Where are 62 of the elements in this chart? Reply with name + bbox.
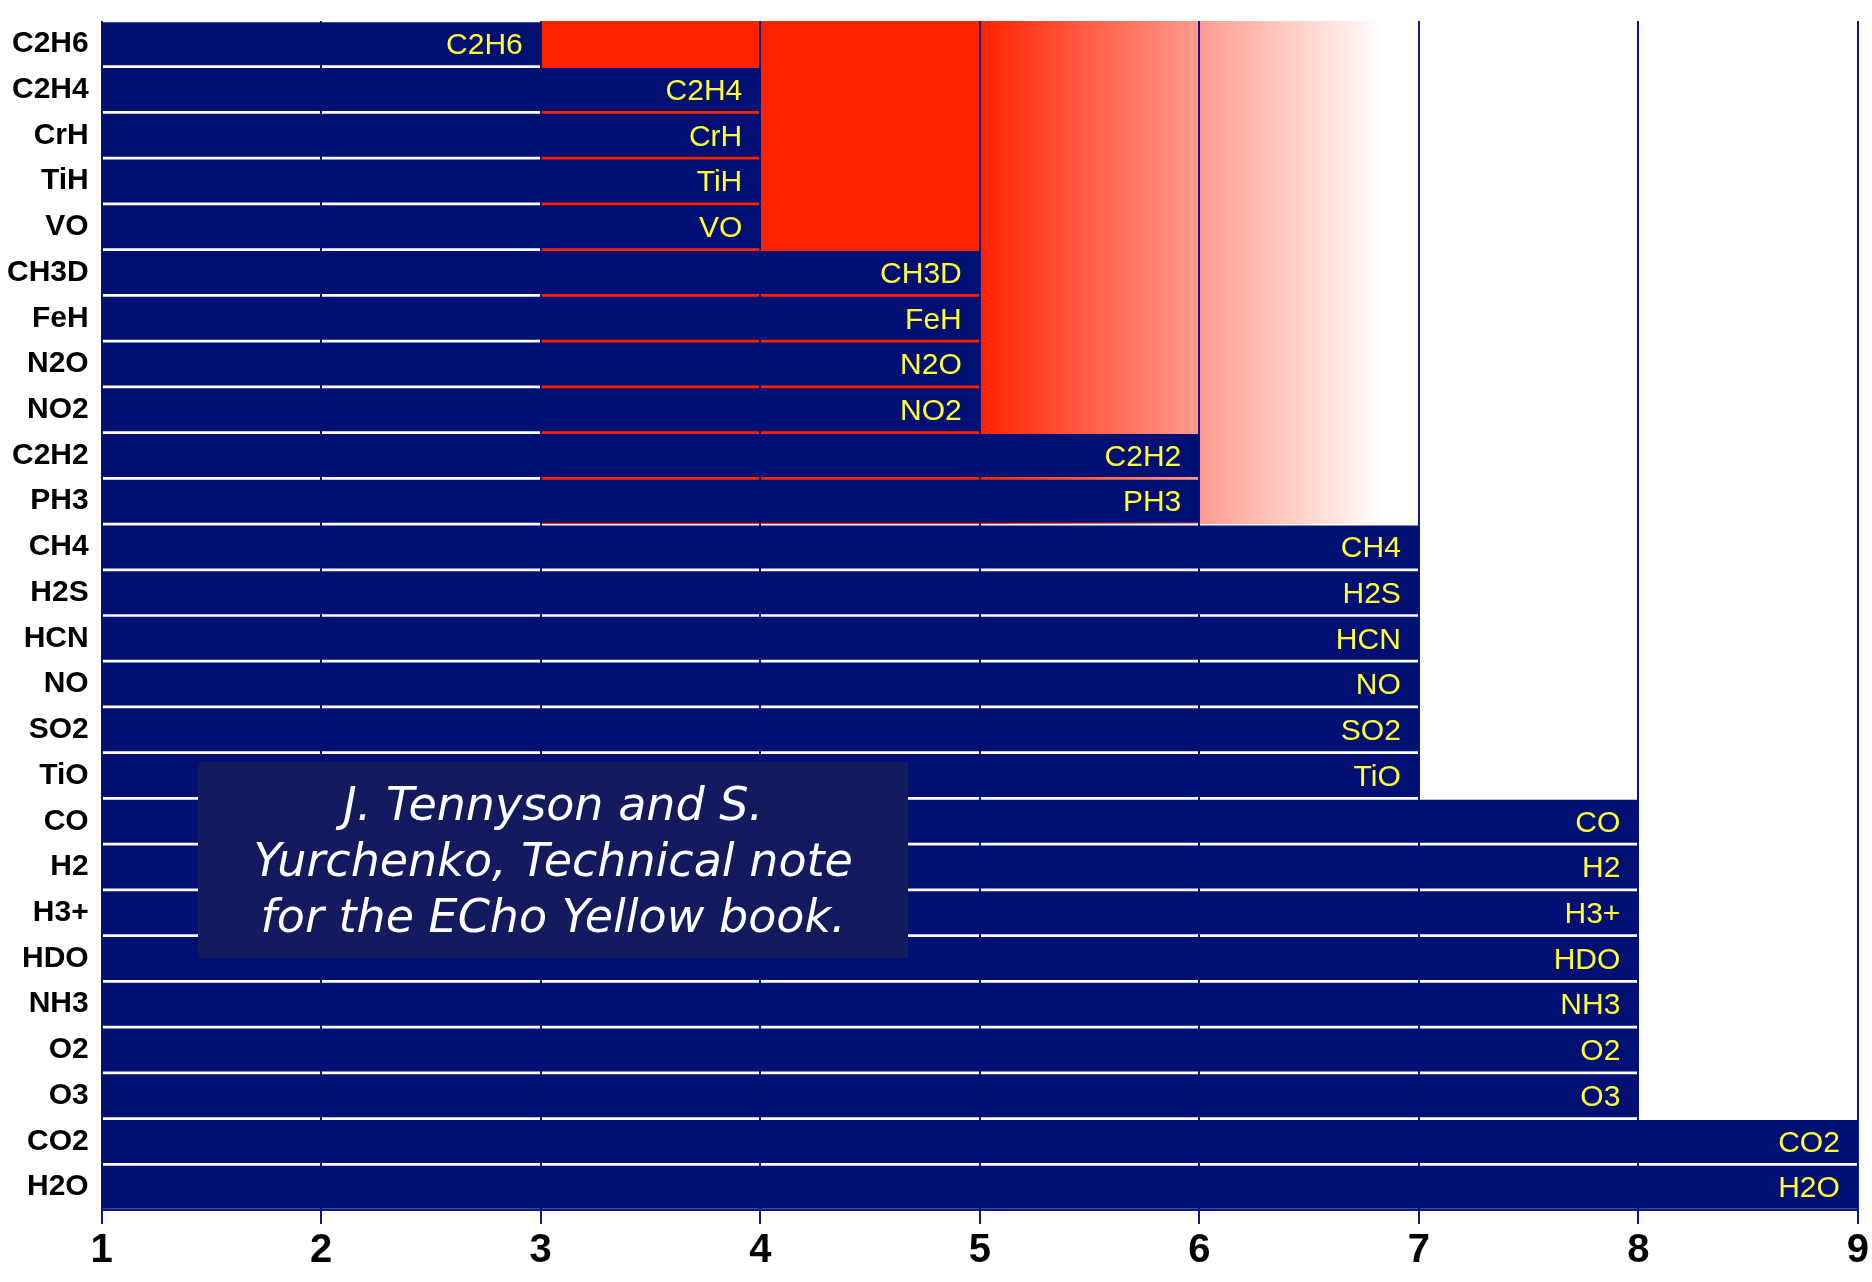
data-label: VO bbox=[698, 210, 743, 244]
y-tick-label: CH4 bbox=[28, 528, 89, 562]
y-tick-label: TiH bbox=[40, 162, 89, 196]
data-label: HCN bbox=[1335, 621, 1401, 655]
data-label: NO bbox=[1355, 667, 1401, 701]
data-label: CH4 bbox=[1340, 530, 1401, 564]
data-label: C2H4 bbox=[665, 72, 743, 106]
y-tick-label: O3 bbox=[48, 1076, 89, 1110]
data-label: PH3 bbox=[1122, 484, 1182, 518]
y-tick-label: H2 bbox=[50, 848, 89, 882]
data-label: H3+ bbox=[1564, 896, 1621, 930]
y-tick-label: C2H6 bbox=[11, 25, 89, 59]
y-tick-label: SO2 bbox=[28, 711, 89, 745]
data-label: CrH bbox=[688, 118, 743, 152]
data-label: H2S bbox=[1342, 575, 1401, 609]
y-tick-label: C2H2 bbox=[11, 436, 89, 470]
data-label: HDO bbox=[1553, 941, 1621, 975]
data-label: N2O bbox=[900, 347, 962, 381]
data-label: CO2 bbox=[1778, 1124, 1840, 1158]
annotation: J. Tennyson and S. Yurchenko, Technical note for the ECho Yellow book. bbox=[198, 761, 909, 959]
y-tick-label: H2S bbox=[30, 573, 89, 607]
data-label: SO2 bbox=[1340, 713, 1401, 747]
y-tick-label: CO bbox=[43, 802, 89, 836]
data-label: NO2 bbox=[900, 392, 962, 426]
y-tick-label: C2H4 bbox=[11, 70, 89, 104]
x-tick-label: 5 bbox=[968, 1226, 991, 1271]
y-tick-label: H2O bbox=[26, 1168, 89, 1202]
x-tick-label: 8 bbox=[1627, 1226, 1650, 1271]
y-tick-label: PH3 bbox=[30, 482, 89, 516]
data-label: TiO bbox=[1353, 758, 1401, 792]
data-label: O2 bbox=[1580, 1033, 1621, 1067]
y-tick-label: CrH bbox=[33, 116, 89, 150]
data-label: CO bbox=[1575, 804, 1621, 838]
y-tick-label: NO bbox=[43, 665, 89, 699]
y-tick-label: H3+ bbox=[32, 894, 89, 928]
x-tick-label: 4 bbox=[749, 1226, 773, 1271]
data-label: NH3 bbox=[1560, 987, 1621, 1021]
x-tick-label: 3 bbox=[529, 1226, 552, 1271]
data-label: C2H2 bbox=[1104, 438, 1182, 472]
y-tick-label: HCN bbox=[23, 619, 89, 653]
y-tick-label: N2O bbox=[26, 345, 89, 379]
y-tick-label: FeH bbox=[31, 299, 89, 333]
data-label: C2H6 bbox=[446, 27, 523, 61]
data-label: H2O bbox=[1778, 1170, 1840, 1204]
y-tick-label: VO bbox=[45, 208, 89, 242]
x-tick-label: 6 bbox=[1188, 1226, 1211, 1271]
data-label: H2 bbox=[1581, 850, 1621, 884]
data-label: FeH bbox=[905, 301, 962, 335]
y-tick-label: O2 bbox=[48, 1031, 89, 1065]
x-tick-label: 1 bbox=[90, 1226, 113, 1271]
y-tick-label: HDO bbox=[22, 939, 89, 973]
x-tick-label: 9 bbox=[1846, 1226, 1869, 1271]
y-tick-label: NH3 bbox=[28, 985, 89, 1019]
y-tick-label: CH3D bbox=[6, 253, 89, 287]
data-label: CH3D bbox=[880, 255, 962, 289]
y-tick-label: NO2 bbox=[26, 390, 89, 424]
data-label: O3 bbox=[1580, 1078, 1621, 1112]
y-tick-label: CO2 bbox=[26, 1122, 89, 1156]
y-tick-label: TiO bbox=[39, 756, 89, 790]
x-tick-label: 2 bbox=[310, 1226, 333, 1271]
x-tick-label: 7 bbox=[1407, 1226, 1430, 1271]
data-label: TiH bbox=[696, 164, 743, 198]
